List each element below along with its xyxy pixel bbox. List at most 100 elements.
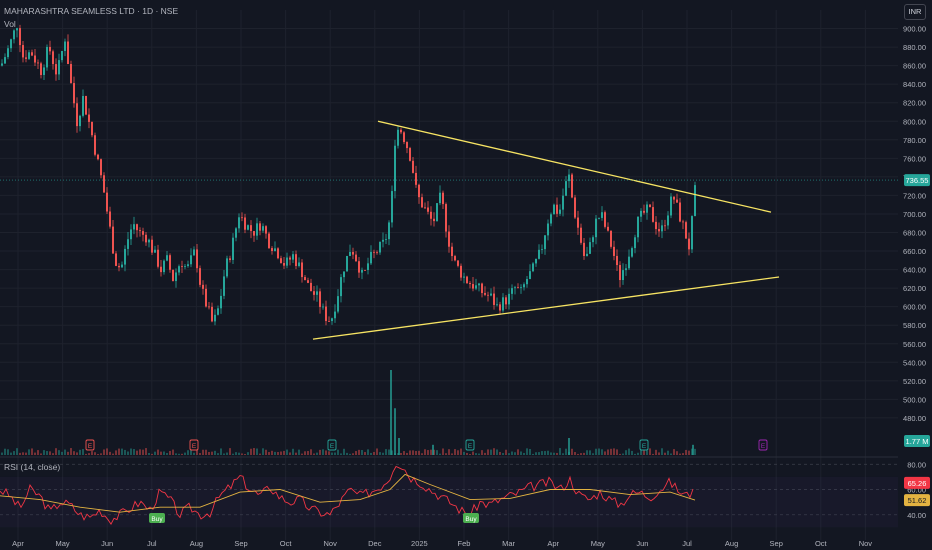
- volume-bar: [463, 451, 465, 455]
- volume-bar: [589, 450, 591, 455]
- candle-body: [355, 254, 357, 262]
- candle-body: [187, 264, 189, 267]
- volume-bar: [523, 452, 525, 455]
- price-tick-label: 700.00: [903, 210, 926, 219]
- candle-body: [409, 148, 411, 161]
- candle-body: [352, 251, 354, 255]
- candle-body: [361, 269, 363, 273]
- candle-body: [244, 217, 246, 230]
- volume-bar: [307, 451, 309, 455]
- candle-body: [97, 154, 99, 160]
- candle-body: [472, 284, 474, 289]
- candle-body: [7, 48, 9, 58]
- volume-bar: [538, 452, 540, 455]
- volume-bar: [136, 450, 138, 455]
- candle-body: [235, 228, 237, 238]
- volume-bar: [37, 450, 39, 455]
- candle-body: [649, 204, 651, 208]
- volume-bar: [331, 452, 333, 455]
- volume-bar: [25, 452, 27, 455]
- candle-body: [325, 306, 327, 321]
- volume-bar: [511, 451, 513, 455]
- symbol-title[interactable]: MAHARASHTRA SEAMLESS LTD · 1D · NSE: [4, 6, 179, 16]
- candle-body: [616, 255, 618, 266]
- candle-body: [628, 256, 630, 269]
- candle-body: [103, 175, 105, 193]
- volume-bar: [370, 452, 372, 455]
- candle-body: [643, 210, 645, 213]
- volume-bar: [664, 452, 666, 455]
- volume-bar: [532, 453, 534, 455]
- volume-bar: [550, 452, 552, 455]
- time-axis[interactable]: Apr May Jun Jul Aug Sep Oct Nov Dec 2025 Feb Mar Apr…: [12, 539, 872, 548]
- volume-bar: [148, 452, 150, 455]
- price-tick-label: 600.00: [903, 303, 926, 312]
- volume-bar: [28, 449, 30, 455]
- candle-body: [460, 265, 462, 278]
- volume-bar: [190, 448, 192, 455]
- candle-body: [496, 304, 498, 306]
- candle-body: [136, 224, 138, 231]
- volume-bar: [469, 453, 471, 455]
- rsi-title[interactable]: RSI (14, close): [4, 462, 61, 472]
- volume-bar: [79, 449, 81, 455]
- price-tick-label: 500.00: [903, 395, 926, 404]
- candle-body: [160, 266, 162, 273]
- volume-bar: [484, 452, 486, 455]
- volume-bar: [259, 453, 261, 455]
- price-axis[interactable]: 900.00 880.00 860.00 840.00 820.00 800.00 780.…: [0, 25, 930, 520]
- candle-body: [232, 237, 234, 260]
- candle-body: [181, 266, 183, 267]
- volume-bar: [271, 450, 273, 455]
- volume-label[interactable]: Vol: [4, 19, 16, 29]
- volume-bar: [52, 453, 54, 455]
- candle-body: [154, 249, 156, 253]
- volume-bar: [70, 448, 72, 455]
- currency-button[interactable]: INR: [904, 4, 926, 20]
- candle-body: [148, 239, 150, 243]
- trendlines[interactable]: [312, 120, 780, 340]
- volume-bar: [103, 449, 105, 455]
- candle-body: [256, 223, 258, 236]
- volume-bar: [556, 452, 558, 455]
- volume-bar: [208, 451, 210, 455]
- volume-bar: [424, 449, 426, 455]
- volume-bar: [622, 453, 624, 455]
- volume-bar: [244, 453, 246, 455]
- volume-bar: [583, 452, 585, 455]
- candle-body: [31, 52, 33, 56]
- volume-bar: [319, 449, 321, 455]
- volume-bar: [526, 448, 528, 455]
- price-tick-label: 760.00: [903, 154, 926, 163]
- candle-body: [553, 204, 555, 215]
- candles: [1, 24, 696, 326]
- rsi-tick-label: 80.00: [907, 460, 926, 469]
- candle-body: [211, 306, 213, 322]
- candle-body: [298, 262, 300, 266]
- candle-body: [421, 197, 423, 208]
- volume-bar: [118, 448, 120, 455]
- rsi-pane: Buy Buy: [0, 463, 898, 528]
- volume-bar: [481, 450, 483, 455]
- time-tick-label: Nov: [859, 539, 873, 548]
- volume-bar: [124, 449, 126, 455]
- candle-body: [559, 209, 561, 214]
- volume-bar: [601, 449, 603, 455]
- price-tick-label: 680.00: [903, 229, 926, 238]
- volume-bar: [112, 453, 114, 455]
- volume-bar: [10, 452, 12, 455]
- event-marker-label: E: [468, 443, 473, 450]
- candle-body: [445, 204, 447, 232]
- candle-body: [319, 291, 321, 307]
- candle-body: [463, 276, 465, 278]
- candle-body: [247, 225, 249, 230]
- candle-body: [529, 271, 531, 279]
- volume-bar: [649, 448, 651, 455]
- candle-body: [346, 255, 348, 272]
- candle-body: [403, 132, 405, 143]
- volume-bar: [529, 449, 531, 455]
- candle-body: [91, 121, 93, 136]
- volume-bar: [412, 450, 414, 455]
